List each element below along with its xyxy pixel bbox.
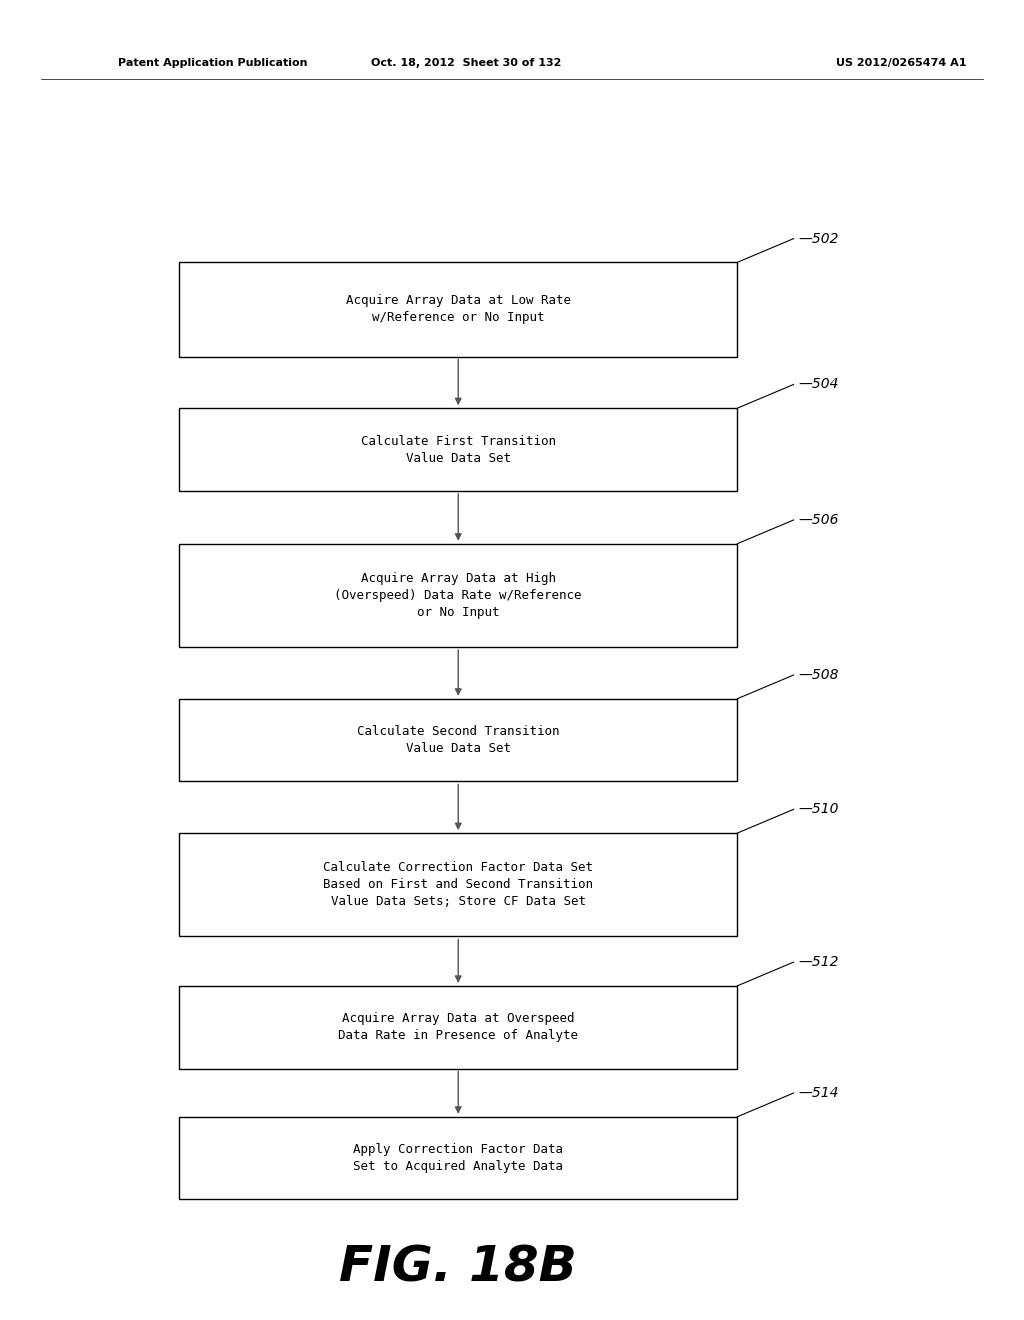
Text: Calculate First Transition
Value Data Set: Calculate First Transition Value Data Se… — [360, 434, 556, 465]
Text: Acquire Array Data at Low Rate
w/Reference or No Input: Acquire Array Data at Low Rate w/Referen… — [346, 294, 570, 325]
Text: Calculate Correction Factor Data Set
Based on First and Second Transition
Value : Calculate Correction Factor Data Set Bas… — [324, 861, 593, 908]
Text: Acquire Array Data at High
(Overspeed) Data Rate w/Reference
or No Input: Acquire Array Data at High (Overspeed) D… — [335, 572, 582, 619]
Bar — [179, 1117, 737, 1200]
Text: Oct. 18, 2012  Sheet 30 of 132: Oct. 18, 2012 Sheet 30 of 132 — [371, 58, 561, 69]
Bar — [179, 263, 737, 356]
Text: Calculate Second Transition
Value Data Set: Calculate Second Transition Value Data S… — [357, 725, 559, 755]
Text: Acquire Array Data at Overspeed
Data Rate in Presence of Analyte: Acquire Array Data at Overspeed Data Rat… — [338, 1012, 579, 1043]
Bar — [179, 408, 737, 491]
Bar — [179, 544, 737, 647]
Bar — [179, 698, 737, 781]
Text: —506: —506 — [799, 513, 840, 527]
Text: FIG. 18B: FIG. 18B — [339, 1243, 578, 1291]
Text: —512: —512 — [799, 956, 840, 969]
Text: Patent Application Publication: Patent Application Publication — [118, 58, 307, 69]
Text: Apply Correction Factor Data
Set to Acquired Analyte Data: Apply Correction Factor Data Set to Acqu… — [353, 1143, 563, 1173]
Text: US 2012/0265474 A1: US 2012/0265474 A1 — [836, 58, 967, 69]
Text: —508: —508 — [799, 668, 840, 682]
Text: —510: —510 — [799, 803, 840, 816]
Text: —504: —504 — [799, 378, 840, 392]
Bar — [179, 986, 737, 1069]
Text: —502: —502 — [799, 231, 840, 246]
Bar — [179, 833, 737, 936]
Text: —514: —514 — [799, 1086, 840, 1100]
